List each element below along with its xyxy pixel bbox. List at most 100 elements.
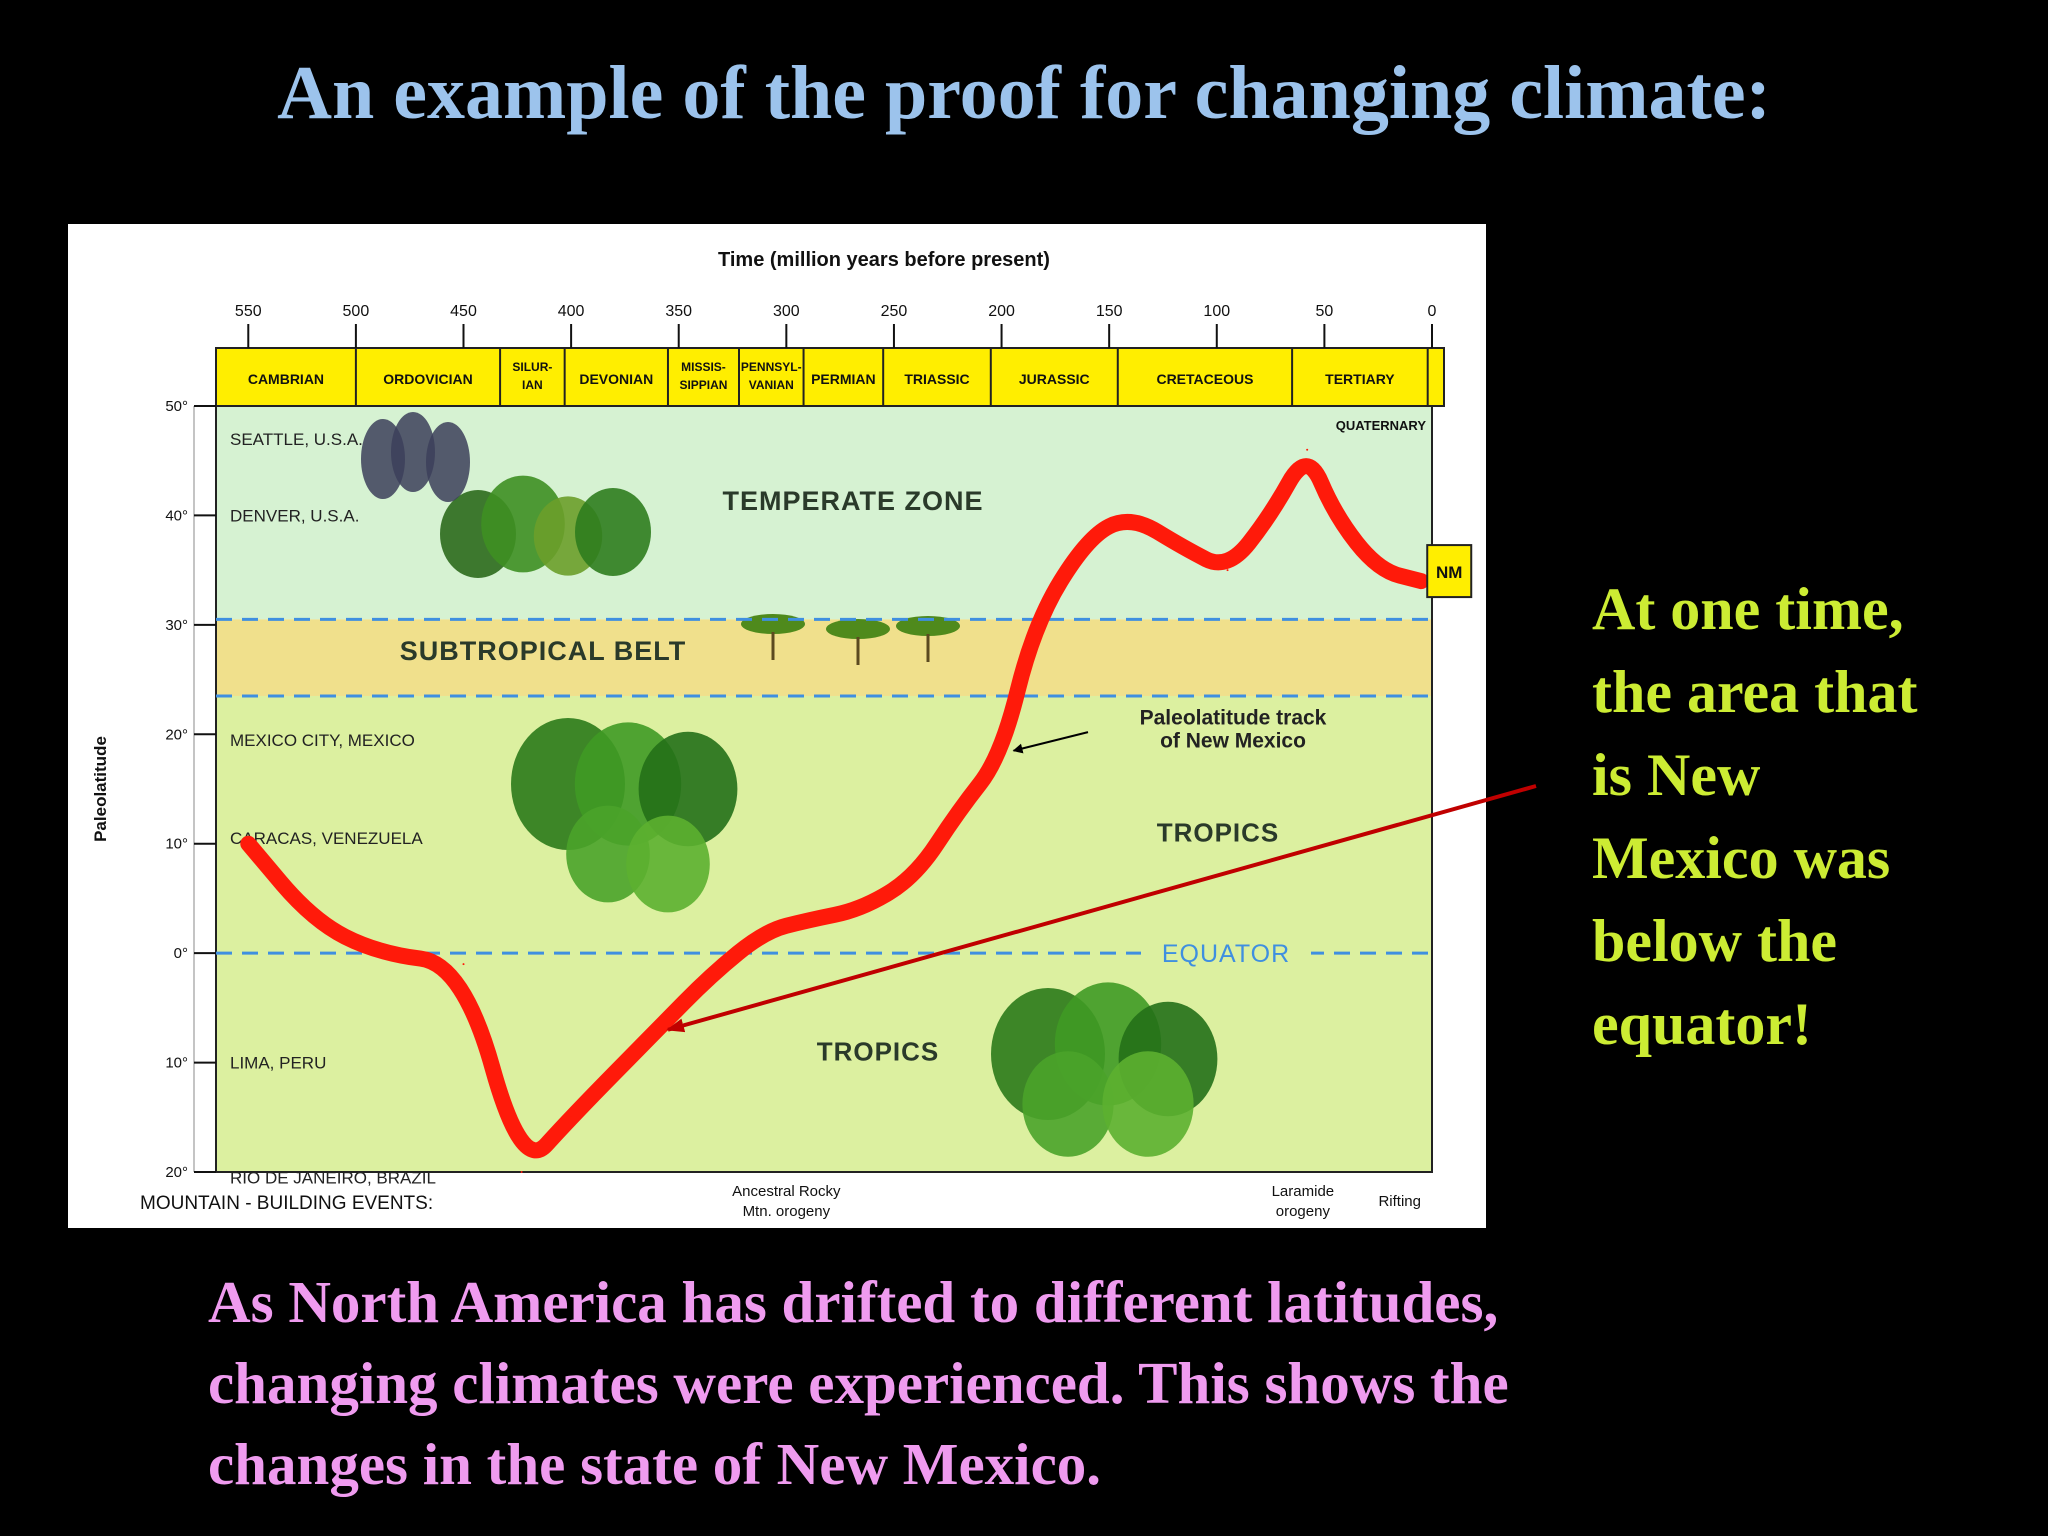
mountain-event-label: Laramide	[1272, 1183, 1335, 1200]
caption-text: As North America has drifted to differen…	[208, 1262, 2028, 1505]
track-point	[656, 1028, 659, 1031]
track-point	[247, 842, 250, 845]
period-label: VANIAN	[749, 378, 794, 392]
period-label: IAN	[522, 378, 543, 392]
x-tick-label: 150	[1096, 303, 1123, 320]
track-label: Paleolatitude track	[1140, 706, 1327, 729]
period-label: PERMIAN	[811, 371, 876, 387]
x-tick-label: 550	[235, 303, 262, 320]
x-tick-label: 200	[988, 303, 1015, 320]
callout-text: At one time, the area that is New Mexico…	[1592, 568, 2032, 1066]
city-label: DENVER, U.S.A.	[230, 506, 359, 525]
period-label: SIPPIAN	[679, 378, 727, 392]
acacia-icon	[896, 616, 960, 636]
track-point	[1183, 547, 1186, 550]
quaternary-label: QUATERNARY	[1336, 418, 1427, 433]
y-tick-label: 20°	[165, 726, 188, 743]
vegetation-icon	[1102, 1051, 1194, 1157]
y-tick-label: 10°	[165, 1055, 188, 1072]
callout-line: Mexico was	[1592, 825, 1891, 891]
period-label: DEVONIAN	[579, 371, 653, 387]
track-point	[806, 919, 809, 922]
track-point	[1129, 514, 1132, 517]
city-label: MEXICO CITY, MEXICO	[230, 731, 415, 750]
y-axis-label: Paleolatitude	[91, 736, 110, 842]
y-tick-label: 0°	[174, 945, 188, 962]
track-point	[763, 930, 766, 933]
track-point	[1269, 514, 1272, 517]
y-tick-label: 50°	[165, 398, 188, 415]
x-axis-label: Time (million years before present)	[718, 249, 1050, 271]
track-point	[570, 1116, 573, 1119]
caption-line: changing climates were experienced. This…	[208, 1350, 1509, 1416]
y-tick-label: 10°	[165, 836, 188, 853]
period-label: TRIASSIC	[904, 371, 969, 387]
city-label: LIMA, PERU	[230, 1054, 326, 1073]
track-point	[957, 809, 960, 812]
track-point	[376, 952, 379, 955]
period-label: CAMBRIAN	[248, 371, 324, 387]
city-label: SEATTLE, U.S.A.	[230, 430, 363, 449]
city-label: RIO DE JANEIRO, BRAZIL	[230, 1168, 436, 1187]
vegetation-icon	[626, 815, 710, 913]
y-tick-label: 30°	[165, 617, 188, 634]
period-label: TERTIARY	[1325, 371, 1395, 387]
callout-line: At one time,	[1592, 576, 1904, 642]
period-label: SILUR-	[512, 360, 552, 374]
tropics-label: TROPICS	[817, 1036, 940, 1066]
zone-band	[216, 619, 1432, 696]
paleolatitude-track	[240, 458, 1430, 1159]
mountain-event-label: Ancestral Rocky	[732, 1183, 841, 1200]
x-tick-label: 50	[1315, 303, 1333, 320]
conifer-icon	[426, 422, 470, 502]
track-point	[311, 919, 314, 922]
vegetation-icon	[575, 488, 651, 576]
track-label-pointer	[1012, 731, 1089, 754]
acacia-icon	[826, 619, 890, 639]
callout-line: is New	[1592, 742, 1761, 808]
callout-line: equator!	[1592, 991, 1812, 1057]
track-point	[1334, 514, 1337, 517]
nm-marker-label: NM	[1436, 563, 1462, 582]
track-point	[1306, 448, 1309, 451]
caption-line: changes in the state of New Mexico.	[208, 1431, 1102, 1497]
track-point	[914, 875, 917, 878]
zone-label: SUBTROPICAL BELT	[400, 636, 687, 666]
equator-label: EQUATOR	[1162, 940, 1290, 968]
track-point	[1420, 580, 1423, 583]
track-point	[1226, 569, 1229, 572]
x-tick-label: 250	[881, 303, 908, 320]
track-label: of New Mexico	[1160, 729, 1306, 752]
period-bar	[215, 347, 1445, 407]
track-point	[1032, 623, 1035, 626]
mountain-event-label: Mtn. orogeny	[743, 1203, 831, 1220]
period-label: PENNSYL-	[741, 360, 802, 374]
zone-label: TROPICS	[1157, 818, 1280, 848]
callout-line: the area that	[1592, 659, 1918, 725]
track-point	[710, 974, 713, 977]
period-label: ORDOVICIAN	[383, 371, 472, 387]
paleolatitude-chart: CAMBRIAN ORDOVICIAN SILUR- IAN DEVONIAN MISSI…	[68, 224, 1486, 1228]
x-tick-label: 400	[558, 303, 585, 320]
city-label: CARACAS, VENEZUELA	[230, 829, 423, 848]
track-point	[520, 1171, 523, 1173]
y-tick-label: 20°	[165, 1164, 188, 1181]
zone-band	[216, 695, 1432, 1172]
y-tick-label: 40°	[165, 507, 188, 524]
period-label: JURASSIC	[1019, 371, 1090, 387]
x-tick-label: 100	[1203, 303, 1230, 320]
track-point	[1377, 569, 1380, 572]
mountain-events-label: MOUNTAIN - BUILDING EVENTS:	[140, 1193, 433, 1214]
x-tick-label: 450	[450, 303, 477, 320]
x-tick-label: 0	[1428, 303, 1437, 320]
callout-line: below the	[1592, 908, 1837, 974]
slide-title: An example of the proof for changing cli…	[277, 51, 1771, 135]
period-label: CRETACEOUS	[1156, 371, 1253, 387]
mountain-event-label: orogeny	[1276, 1203, 1331, 1220]
track-point	[462, 963, 465, 966]
track-point	[1086, 536, 1089, 539]
track-point	[1000, 755, 1003, 758]
vegetation-icon	[1022, 1051, 1114, 1157]
zone-label: TEMPERATE ZONE	[722, 486, 983, 516]
